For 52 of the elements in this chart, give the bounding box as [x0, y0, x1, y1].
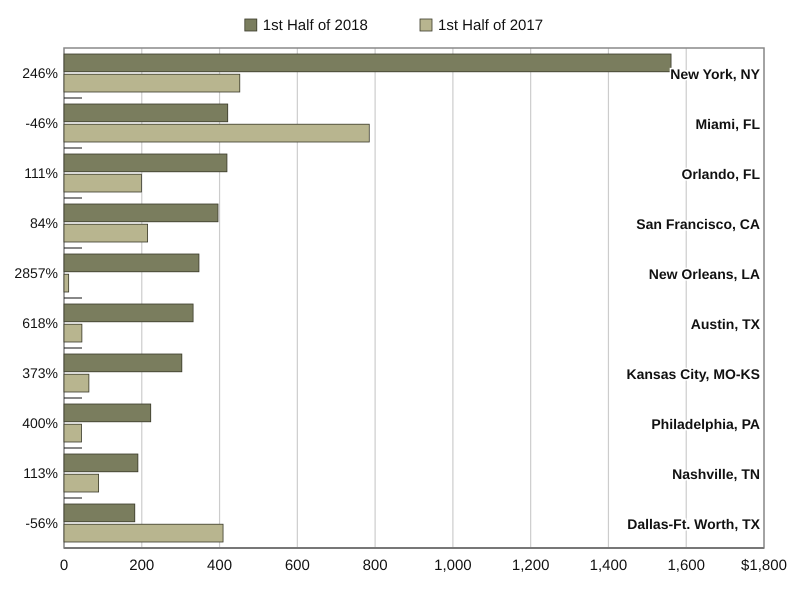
text: 84%	[30, 215, 58, 231]
x-tick-label: 600	[284, 557, 310, 574]
text: 246%	[22, 65, 58, 81]
bar	[64, 354, 182, 372]
y-tick-label: New York, NY	[670, 66, 761, 82]
bar	[64, 274, 70, 292]
y-tick-label: Miami, FL	[695, 116, 760, 132]
y-tick-label: Nashville, TN	[672, 466, 760, 482]
text: -56%	[25, 515, 58, 531]
x-tick-label: 800	[362, 557, 388, 574]
x-tick-label: 1,400	[590, 557, 628, 574]
bar	[64, 204, 218, 222]
x-tick-label: 1,000	[434, 557, 472, 574]
y-tick-label: Austin, TX	[690, 316, 761, 332]
text: 113%	[23, 465, 58, 481]
x-tick-label: 1,600	[667, 557, 705, 574]
legend-label: 1st Half of 2018	[262, 17, 368, 34]
y-tick-label: Kansas City, MO-KS	[626, 366, 760, 382]
text: -46%	[25, 115, 58, 131]
bar	[64, 474, 100, 492]
bar	[64, 254, 200, 272]
bar	[64, 404, 152, 422]
y-tick-label: Dallas-Ft. Worth, TX	[627, 516, 761, 532]
bar	[64, 224, 148, 242]
bar	[64, 454, 138, 472]
text: 373%	[22, 365, 58, 381]
x-tick-label: 400	[207, 557, 232, 574]
bar	[64, 524, 224, 542]
x-tick-label: $1,800	[741, 557, 787, 574]
bar	[64, 154, 228, 172]
text: 111%	[24, 165, 58, 181]
x-tick-label: 0	[60, 557, 68, 574]
x-tick-label: 1,200	[512, 557, 550, 574]
y-tick-label: New Orleans, LA	[648, 266, 760, 282]
text: 400%	[22, 415, 58, 431]
bar	[64, 324, 82, 342]
text: 2857%	[14, 265, 58, 281]
bar	[64, 74, 240, 92]
bar	[64, 424, 82, 442]
bar	[64, 104, 228, 122]
text: 618%	[22, 315, 58, 331]
y-tick-label: Philadelphia, PA	[651, 416, 760, 432]
x-tick-label: 200	[129, 557, 154, 574]
bar	[64, 504, 136, 522]
y-tick-label: Orlando, FL	[681, 166, 760, 182]
y-tick-label: San Francisco, CA	[636, 216, 760, 232]
bar	[64, 304, 194, 322]
bar	[64, 174, 142, 192]
bar	[64, 124, 370, 142]
legend-label: 1st Half of 2017	[438, 17, 544, 34]
bar	[64, 374, 90, 392]
bar	[64, 54, 672, 72]
